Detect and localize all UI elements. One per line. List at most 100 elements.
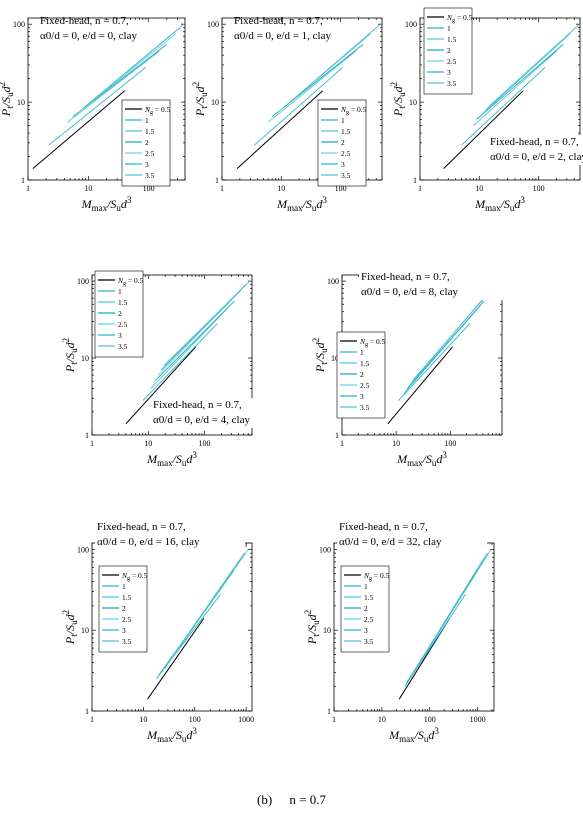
panel-title-line2: α0/d = 0, e/d = 32, clay (339, 536, 442, 548)
legend-label: 1.5 (122, 593, 132, 602)
title-background (359, 270, 509, 300)
series-line-1-5 (267, 50, 356, 123)
series-line-0-5 (32, 90, 126, 169)
chart-panel-7: 1 10 100 1000 1 10 100 Mmax/Sud3 Pt/Sud2 Fixed-he… (303, 520, 495, 744)
y-tick-label: 100 (13, 20, 25, 29)
series-line-1 (398, 323, 471, 401)
legend-label: 2.5 (364, 615, 374, 624)
legend-label: 3.5 (364, 637, 374, 646)
x-tick-label: 100 (189, 715, 201, 724)
series-line-3-5 (88, 23, 184, 105)
legend-label: 3 (118, 331, 122, 340)
x-tick-label: 100 (198, 439, 210, 448)
series-line-1 (254, 66, 344, 146)
y-tick-label: 10 (81, 354, 89, 363)
y-axis-label: Pt/Sud2 (389, 82, 407, 117)
y-tick-label: 1 (85, 431, 89, 440)
legend-label: 2 (145, 138, 149, 147)
legend-label: 1 (447, 24, 451, 33)
series-line-1 (142, 323, 218, 401)
panel-title-line2: α0/d = 0, e/d = 16, clay (97, 536, 200, 548)
series-line-1-5 (150, 307, 229, 390)
legend-label: 1.5 (145, 127, 155, 136)
x-tick-label: 100 (143, 184, 155, 193)
legend-label: 2.5 (447, 57, 457, 66)
x-axis-label: Mmax/Sud3 (388, 726, 439, 744)
legend-box (423, 7, 473, 95)
legend-label: 2.5 (118, 320, 128, 329)
panel-title-line1: Fixed-head, n = 0.7, (234, 15, 323, 27)
panel-title-line1: Fixed-head, n = 0.7, (490, 136, 579, 148)
legend-label: 1 (364, 582, 368, 591)
legend-label: 3.5 (341, 171, 351, 180)
legend-box (340, 565, 390, 653)
legend-label: 3 (145, 160, 149, 169)
y-tick-label: 10 (17, 98, 25, 107)
chart-panel-4: 1 10 100110100Mmax/Sud3Pt/Sud2Fixed-head, … (61, 270, 301, 468)
x-tick-label: 1 (90, 715, 94, 724)
x-axis-label: Mmax/Sud3 (81, 195, 132, 213)
y-tick-label: 100 (77, 277, 89, 286)
legend-label: 3.5 (447, 79, 457, 88)
panel-title-line2: α0/d = 0, e/d = 4, clay (153, 414, 250, 426)
plot-frame (91, 274, 253, 436)
x-tick-label: 1 (340, 439, 344, 448)
series-line-2 (406, 300, 485, 389)
panel-title-line1: Fixed-head, n = 0.7, (153, 399, 242, 411)
y-tick-label: 10 (81, 626, 89, 635)
legend-label: 1.5 (364, 593, 374, 602)
legend-label: 2 (122, 604, 126, 613)
y-tick-label: 100 (207, 20, 219, 29)
y-tick-label: 10 (323, 626, 331, 635)
chart-panel-2: 1 10 100 1 10 100 Mmax/Sud3 Pt/Sud2 Fixed-head, … (191, 15, 383, 213)
y-axis-label: Pt/Sud2 (0, 82, 15, 117)
series-line-0-5 (443, 90, 524, 169)
panel-title-line1: Fixed-head, n = 0.7, (40, 15, 129, 27)
legend-label: 2.5 (122, 615, 132, 624)
legend-box (94, 270, 144, 358)
title-background (488, 135, 583, 165)
legend-box (98, 565, 148, 653)
legend-label: Ng = 0.5 (121, 571, 148, 582)
legend-label: 2 (341, 138, 345, 147)
title-background (337, 520, 487, 550)
series-line-2-5 (481, 33, 571, 115)
legend-label: 1 (341, 116, 345, 125)
legend-label: 2.5 (341, 149, 351, 158)
legend-label: 3 (341, 160, 345, 169)
series-line-2 (154, 300, 235, 382)
panel-title-line1: Fixed-head, n = 0.7, (97, 521, 186, 533)
legend-label: Ng = 0.5 (363, 571, 390, 582)
series-line-3-5 (166, 549, 249, 667)
x-tick-label: 10 (277, 184, 285, 193)
x-tick-label: 1 (332, 715, 336, 724)
series-line-2 (476, 44, 564, 120)
legend-label: 1 (122, 582, 126, 591)
series-line-1 (48, 66, 147, 146)
x-tick-label: 100 (335, 184, 347, 193)
legend-label: 2 (364, 604, 368, 613)
y-tick-label: 100 (405, 20, 417, 29)
legend-label: 3 (364, 626, 368, 635)
x-axis-label: Mmax/Sud3 (146, 726, 197, 744)
series-line-3-5 (287, 23, 381, 105)
x-tick-label: 10 (392, 439, 400, 448)
legend-label: 1.5 (360, 359, 370, 368)
series-line-3-5 (489, 23, 580, 106)
chart-panel-5: 1 10 100 1 10 100 Mmax/Sud3 Pt/Sud2 Fixed-head, … (311, 270, 509, 468)
series-line-0-5 (125, 346, 197, 425)
panel-title-line1: Fixed-head, n = 0.7, (339, 521, 428, 533)
x-tick-label: 100 (424, 715, 436, 724)
x-axis-label: Mmax/Sud3 (474, 195, 525, 213)
y-axis-label: Pt/Sud2 (303, 610, 321, 645)
y-axis-label: Pt/Sud2 (311, 338, 329, 373)
series-line-1 (461, 66, 546, 146)
y-tick-label: 1 (85, 707, 89, 716)
series-line-3-5 (163, 280, 251, 366)
legend-label: 3.5 (145, 171, 155, 180)
x-tick-label: 1 (90, 439, 94, 448)
x-tick-label: 1 (26, 184, 30, 193)
y-tick-label: 10 (211, 98, 219, 107)
x-tick-label: 1 (220, 184, 224, 193)
title-background (95, 520, 245, 550)
